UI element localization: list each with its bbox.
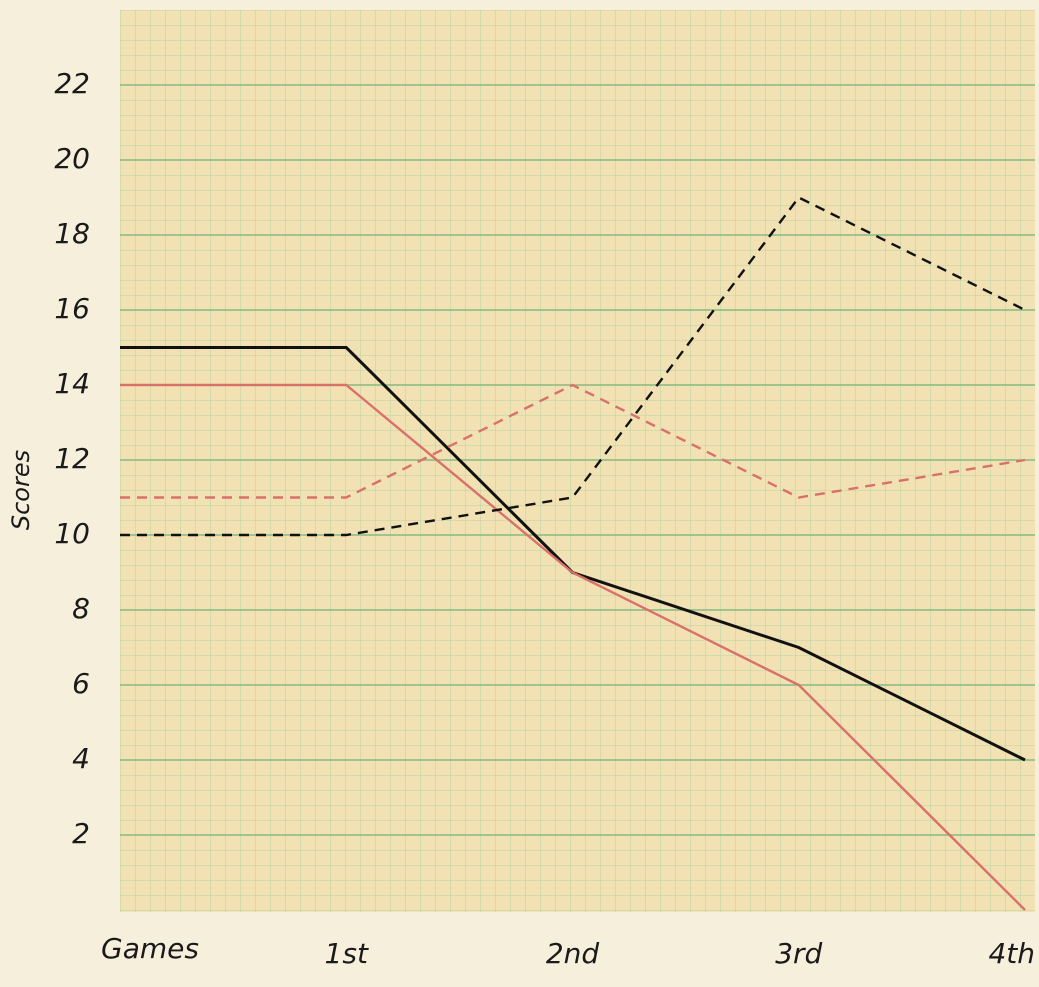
y-tick-label: 16 [54,292,90,325]
y-tick-label: 14 [54,367,90,400]
y-tick-label: 2 [72,817,90,850]
y-tick-label: 4 [72,742,90,775]
x-axis-label: Games [101,932,199,965]
y-tick-label: 6 [72,667,90,700]
x-tick-label: 4th [988,937,1035,970]
y-tick-label: 22 [54,67,90,100]
x-tick-label: 2nd [546,937,600,970]
y-tick-label: 10 [54,517,90,550]
chart: Games Scores 2 4 6 8 10 12 14 16 18 20 22 1st 2nd 3rd… [0,0,1039,987]
y-tick-label: 18 [54,217,90,250]
y-tick-label: 8 [72,592,90,625]
minor-grid [120,10,1035,912]
y-tick-label: 20 [54,142,90,175]
y-axis-label: Scores [7,450,35,530]
y-tick-label: 12 [54,442,90,475]
page: {"chart_data": {"type": "line", "x_label… [0,0,1039,987]
x-tick-label: 1st [325,937,369,970]
x-tick-label: 3rd [775,937,822,970]
